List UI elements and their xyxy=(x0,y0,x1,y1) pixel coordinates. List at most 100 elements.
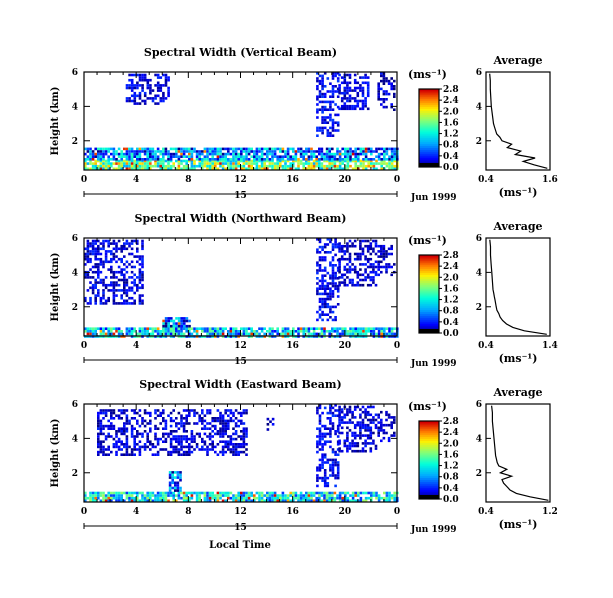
heatmap-cell xyxy=(112,294,116,297)
heatmap-cell xyxy=(159,97,163,100)
heatmap-cell xyxy=(91,265,95,269)
heatmap-cell xyxy=(102,242,105,245)
heatmap-cell xyxy=(146,150,149,153)
heatmap-cell xyxy=(201,152,204,156)
heatmap-cell xyxy=(338,242,341,245)
heatmap-cell xyxy=(167,94,170,98)
heatmap-cell xyxy=(97,252,100,256)
heatmap-cell xyxy=(154,424,157,428)
heatmap-cell xyxy=(284,167,287,171)
heatmap-cell xyxy=(321,303,324,306)
heatmap-cell xyxy=(89,162,92,165)
heatmap-cell xyxy=(242,437,246,441)
heatmap-cell xyxy=(318,264,322,267)
heatmap-cell xyxy=(208,494,212,497)
colorbar-tick-label: 1.6 xyxy=(443,284,459,294)
heatmap-cell xyxy=(348,255,352,258)
x-tick-label: 0 xyxy=(394,341,400,351)
average-y-tick-label: 4 xyxy=(476,434,482,444)
heatmap-cell xyxy=(183,317,186,320)
heatmap-cell xyxy=(117,257,121,261)
heatmap-cell xyxy=(193,330,196,333)
heatmap-cell xyxy=(164,97,168,100)
y-tick-label: 4 xyxy=(72,434,78,444)
heatmap-cell xyxy=(364,426,367,430)
heatmap-cell xyxy=(143,494,147,497)
heatmap-cell xyxy=(242,409,246,412)
heatmap-cell xyxy=(234,443,238,446)
heatmap-cell xyxy=(154,97,157,100)
heatmap-cell xyxy=(110,409,113,412)
heatmap-cell xyxy=(156,102,160,105)
heatmap-cell xyxy=(245,411,248,415)
heatmap-cell xyxy=(115,302,118,305)
heatmap-cell xyxy=(224,491,227,495)
heatmap-cell xyxy=(318,245,322,249)
heatmap-cell xyxy=(138,159,142,163)
heatmap-cell xyxy=(156,332,160,336)
heatmap-cell xyxy=(203,499,207,503)
heatmap-cell xyxy=(125,443,129,446)
heatmap-cell xyxy=(120,496,123,500)
heatmap-cell xyxy=(325,155,329,158)
heatmap-cell xyxy=(123,499,126,503)
heatmap-cell xyxy=(138,255,142,258)
heatmap-cell xyxy=(232,147,235,151)
heatmap-cell xyxy=(377,98,380,101)
heatmap-cell xyxy=(338,408,341,411)
heatmap-cell xyxy=(97,250,100,253)
heatmap-cell xyxy=(359,436,362,440)
heatmap-cell xyxy=(359,76,362,79)
heatmap-cell xyxy=(112,291,116,295)
heatmap-cell xyxy=(167,435,170,438)
heatmap-cell xyxy=(318,430,322,433)
heatmap-cell xyxy=(318,167,321,171)
heatmap-cell xyxy=(260,327,264,330)
heatmap-cell xyxy=(156,159,160,163)
heatmap-cell xyxy=(175,327,178,330)
heatmap-cell xyxy=(149,414,152,417)
colorbar-segment xyxy=(419,143,439,147)
heatmap-cell xyxy=(331,494,334,497)
heatmap-cell xyxy=(190,491,194,495)
y-tick-label: 6 xyxy=(72,400,78,410)
heatmap-cell xyxy=(229,330,233,333)
heatmap-cell xyxy=(242,411,246,415)
heatmap-cell xyxy=(130,265,134,269)
heatmap-cell xyxy=(141,73,144,77)
heatmap-cell xyxy=(214,332,217,336)
heatmap-cell xyxy=(174,486,177,490)
heatmap-cell xyxy=(188,448,191,451)
heatmap-cell xyxy=(348,270,352,274)
heatmap-cell xyxy=(316,251,319,254)
heatmap-cell xyxy=(94,250,97,253)
heatmap-cell xyxy=(271,491,274,495)
heatmap-cell xyxy=(232,432,235,436)
heatmap-cell xyxy=(164,499,168,503)
heatmap-cell xyxy=(169,164,173,168)
heatmap-cell xyxy=(208,327,212,330)
heatmap-cell xyxy=(84,327,87,330)
heatmap-cell xyxy=(321,297,324,301)
heatmap-cell xyxy=(99,257,103,261)
heatmap-cell xyxy=(97,244,100,248)
heatmap-cell xyxy=(359,330,363,333)
heatmap-cell xyxy=(175,152,178,156)
heatmap-cell xyxy=(180,322,183,325)
heatmap-cell xyxy=(329,274,332,277)
heatmap-cell xyxy=(107,427,110,430)
heatmap-cell xyxy=(310,162,313,165)
heatmap-cell xyxy=(234,448,238,451)
heatmap-cell xyxy=(315,162,318,165)
heatmap-cell xyxy=(159,422,162,425)
heatmap-cell xyxy=(206,494,209,497)
heatmap-cell xyxy=(388,158,391,161)
heatmap-cell xyxy=(359,491,363,495)
heatmap-cell xyxy=(336,95,340,98)
heatmap-cell xyxy=(107,496,110,500)
heatmap-cell xyxy=(133,273,136,277)
heatmap-cell xyxy=(307,494,311,497)
heatmap-cell xyxy=(380,418,383,422)
heatmap-cell xyxy=(375,159,378,163)
heatmap-cell xyxy=(141,286,144,290)
